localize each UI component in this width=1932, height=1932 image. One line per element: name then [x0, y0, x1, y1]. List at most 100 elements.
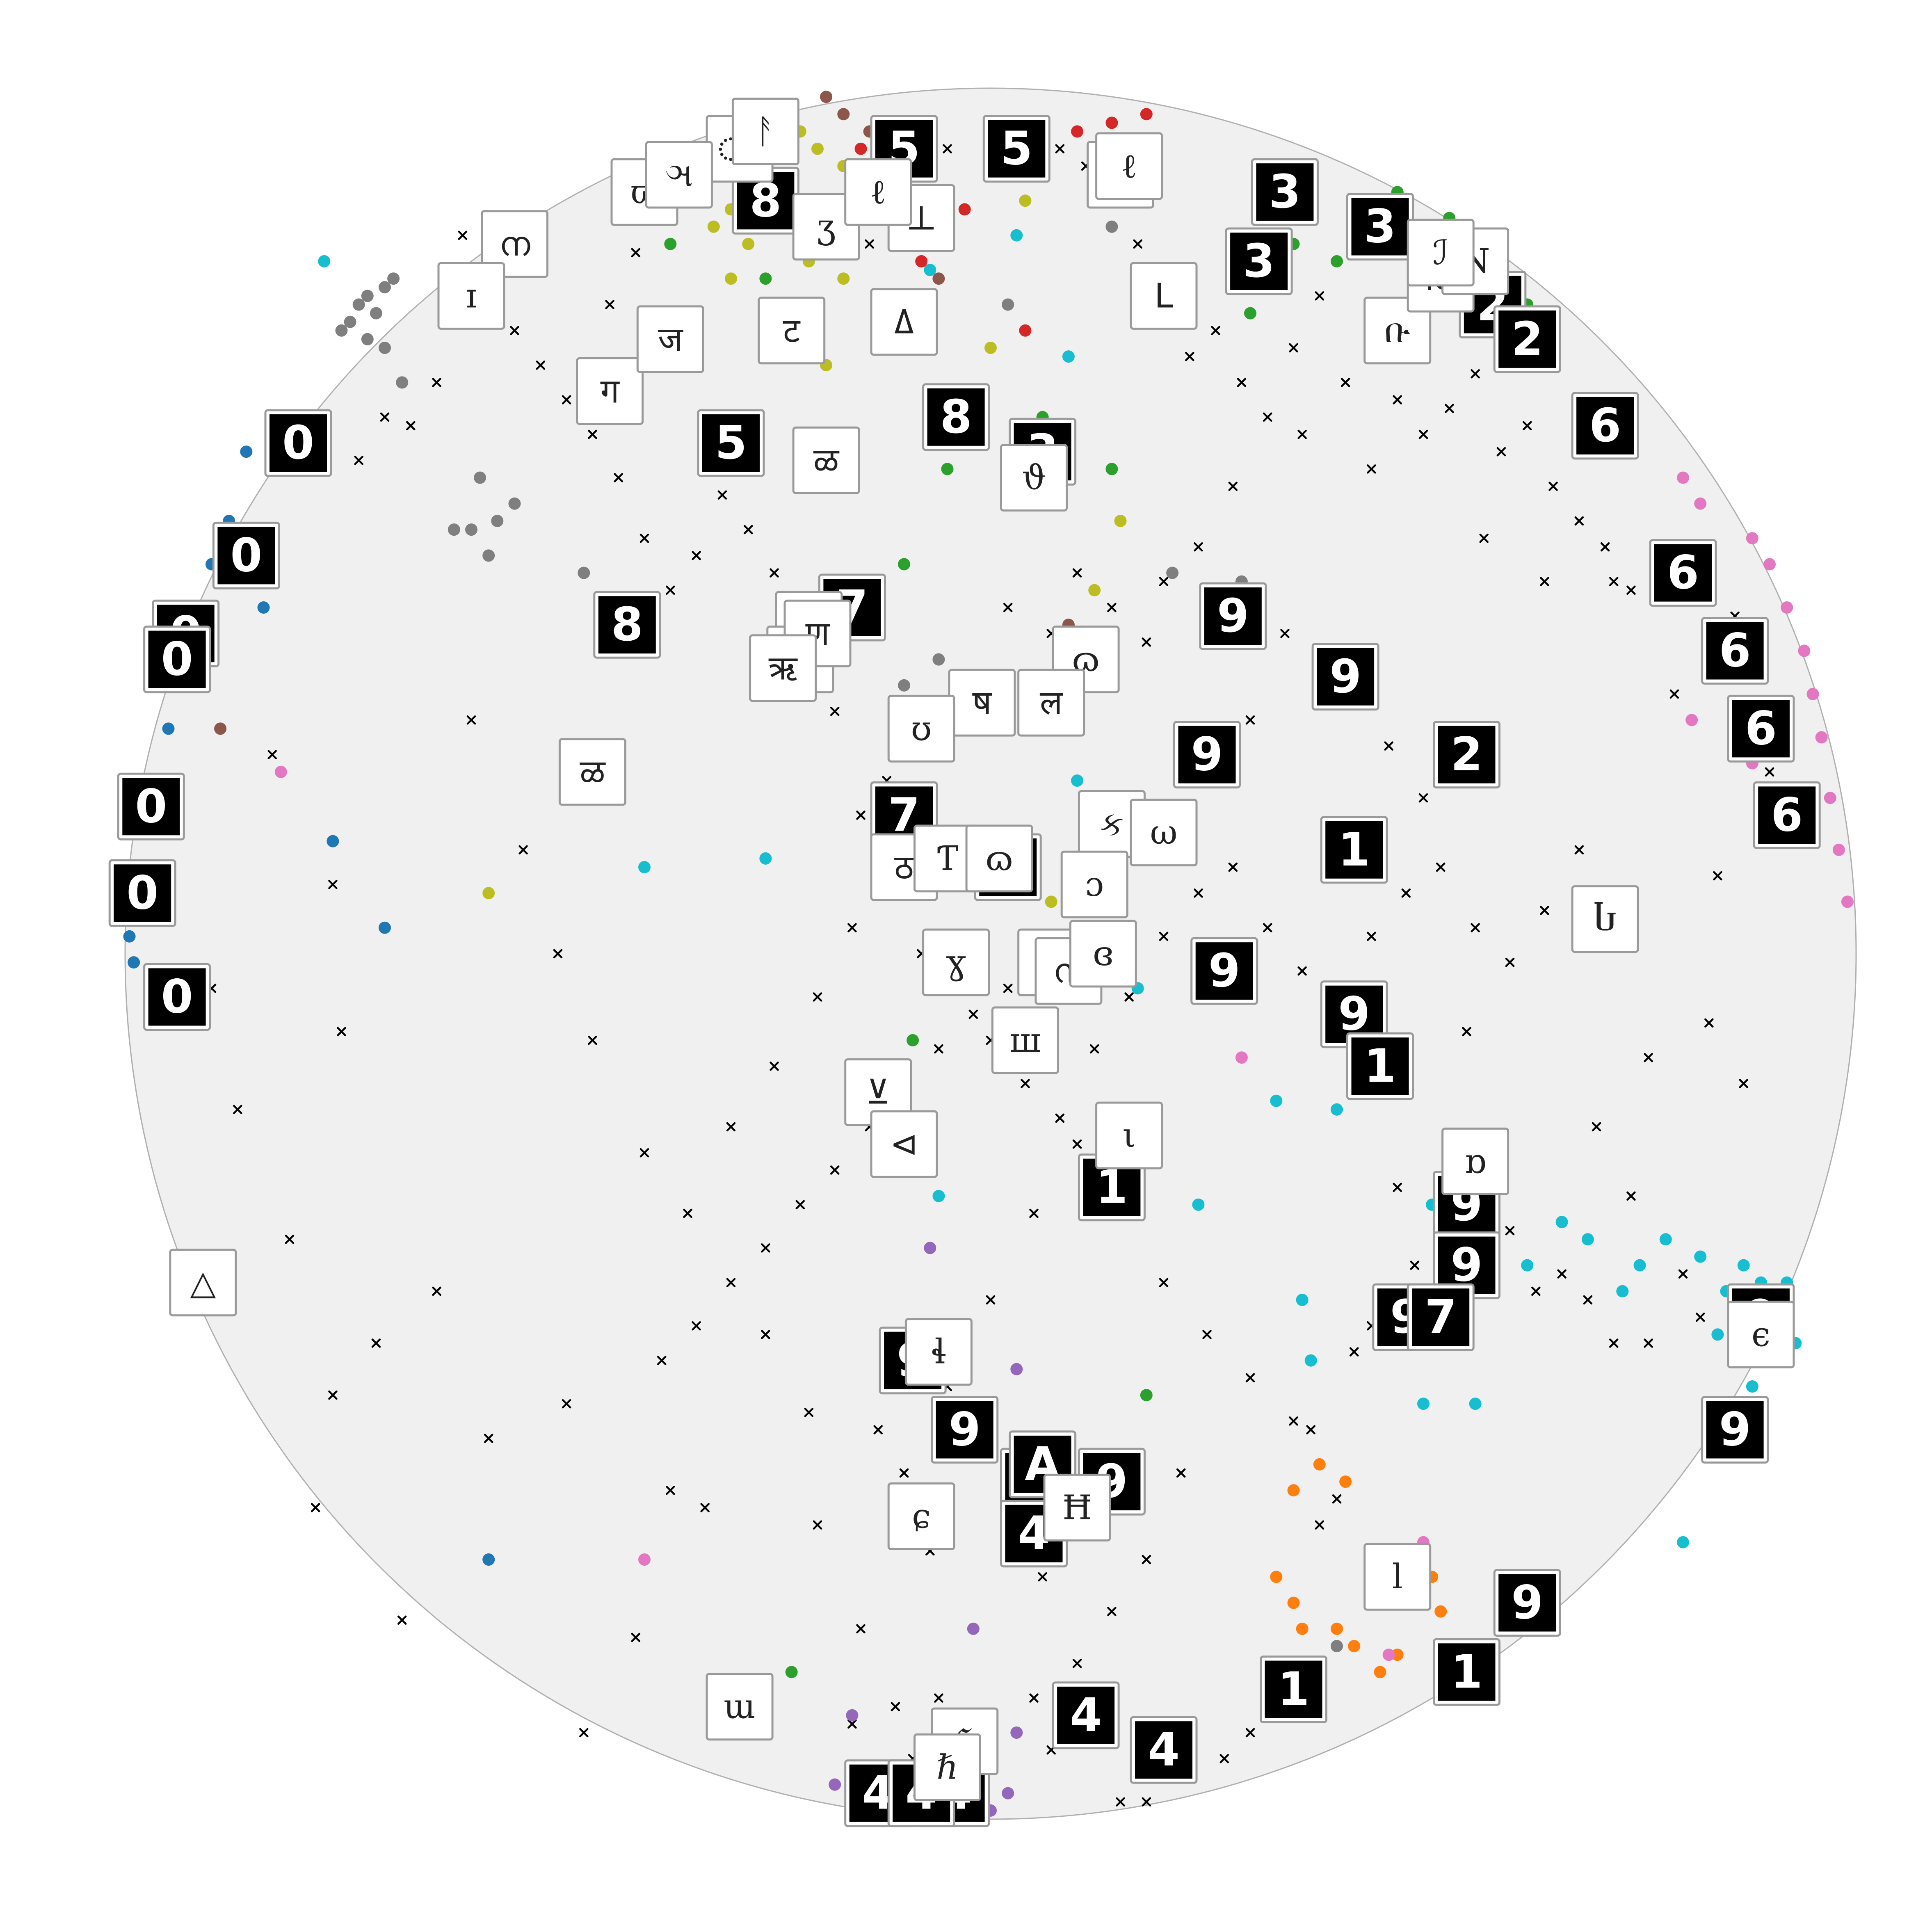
- digit-thumbnail-m3d: 3: [1225, 227, 1293, 295]
- digit-thumbnail-m0b: 0: [212, 521, 280, 589]
- class-9-point: [1711, 1328, 1724, 1341]
- unlabeled-x-marker: [1055, 144, 1065, 153]
- unlabeled-x-marker: [614, 473, 623, 482]
- unlabeled-x-marker: [1072, 568, 1082, 578]
- glyph-thumbnail-o20: ɷ: [1052, 626, 1120, 694]
- class-4-point: [1010, 1363, 1023, 1375]
- unlabeled-x-marker: [1228, 482, 1238, 491]
- class-6-point: [1746, 532, 1758, 545]
- digit-thumbnail-m1a: 1: [1320, 816, 1388, 884]
- glyph-thumbnail-o19: ϑ: [1000, 444, 1068, 512]
- unlabeled-x-marker: [717, 490, 727, 500]
- unlabeled-x-marker: [1600, 542, 1610, 552]
- class-1-point: [1331, 1622, 1343, 1635]
- unlabeled-x-marker: [1436, 862, 1446, 872]
- thumbnail-glyph: 1: [1278, 1663, 1310, 1716]
- unlabeled-x-marker: [1401, 888, 1411, 898]
- unlabeled-x-marker: [1038, 1572, 1047, 1582]
- class-3-point: [854, 142, 867, 155]
- class-1-point: [1296, 1622, 1309, 1635]
- unlabeled-x-marker: [770, 568, 779, 578]
- class-4-point: [1002, 1787, 1014, 1800]
- unlabeled-x-marker: [1315, 291, 1325, 301]
- class-5-point: [932, 272, 945, 285]
- unlabeled-x-marker: [1393, 395, 1402, 404]
- unlabeled-x-marker: [1159, 577, 1169, 586]
- class-7-point: [396, 376, 409, 389]
- thumbnail-glyph: 7: [1425, 1290, 1457, 1344]
- unlabeled-x-marker: [1349, 1347, 1359, 1357]
- unlabeled-x-marker: [1133, 239, 1142, 249]
- class-6-point: [1235, 1051, 1248, 1064]
- class-6-point: [1781, 601, 1793, 614]
- unlabeled-x-marker: [1583, 1295, 1593, 1305]
- glyph-thumbnail-o25: ɔ: [1060, 850, 1128, 918]
- thumbnail-glyph: △: [190, 1263, 216, 1302]
- digit-thumbnail-m1e: 1: [1078, 1153, 1146, 1222]
- class-2-point: [907, 1034, 919, 1046]
- digit-thumbnail-m5b: 5: [697, 409, 765, 477]
- class-3-point: [1140, 108, 1153, 121]
- class-1-point: [1313, 1458, 1326, 1471]
- unlabeled-x-marker: [700, 1503, 710, 1512]
- unlabeled-x-marker: [631, 248, 641, 258]
- class-7-point: [482, 549, 495, 562]
- unlabeled-x-marker: [406, 421, 416, 431]
- unlabeled-x-marker: [1202, 1330, 1212, 1339]
- class-7-point: [474, 471, 486, 484]
- class-0-point: [240, 445, 253, 458]
- thumbnail-glyph: 3: [1364, 200, 1396, 253]
- thumbnail-glyph: 9: [1338, 988, 1370, 1041]
- class-0-point: [257, 601, 270, 614]
- glyph-thumbnail-o49: ϵ: [1727, 1300, 1795, 1368]
- class-9-point: [1521, 1259, 1534, 1272]
- glyph-thumbnail-o06: ट: [758, 297, 826, 365]
- thumbnail-glyph: ⅼ: [1392, 1557, 1403, 1596]
- unlabeled-x-marker: [510, 326, 519, 336]
- digit-thumbnail-m7c: 7: [1407, 1283, 1475, 1351]
- glyph-thumbnail-o39: ɒ: [1441, 1127, 1510, 1195]
- digit-thumbnail-m9c: 9: [1311, 643, 1379, 711]
- glyph-thumbnail-o38: ι: [1095, 1101, 1163, 1169]
- class-0-point: [482, 1553, 495, 1566]
- unlabeled-x-marker: [1418, 429, 1428, 439]
- unlabeled-x-marker: [1072, 1139, 1082, 1149]
- unlabeled-x-marker: [1505, 957, 1515, 967]
- class-9-point: [1633, 1259, 1646, 1272]
- class-9-point: [924, 264, 936, 276]
- unlabeled-x-marker: [856, 1624, 866, 1634]
- unlabeled-x-marker: [813, 992, 822, 1002]
- class-8-point: [707, 220, 720, 233]
- class-1-point: [1287, 1484, 1300, 1497]
- class-6-point: [1763, 558, 1776, 571]
- class-6-point: [1841, 895, 1854, 908]
- unlabeled-x-marker: [943, 144, 952, 153]
- class-7-point: [578, 566, 590, 579]
- unlabeled-x-marker: [1003, 984, 1013, 993]
- glyph-thumbnail-o01: ग: [576, 357, 644, 425]
- thumbnail-glyph: 5: [715, 416, 747, 470]
- class-7-point: [379, 342, 391, 354]
- glyph-thumbnail-o21: ष: [948, 669, 1016, 737]
- thumbnail-glyph: ક: [1100, 805, 1124, 844]
- class-6-point: [638, 1553, 651, 1566]
- unlabeled-x-marker: [1159, 1278, 1169, 1288]
- class-2-point: [1244, 307, 1256, 320]
- unlabeled-x-marker: [1297, 429, 1307, 439]
- unlabeled-x-marker: [1678, 1269, 1688, 1279]
- unlabeled-x-marker: [639, 533, 649, 543]
- thumbnail-glyph: Ⴑ: [1593, 900, 1617, 939]
- thumbnail-glyph: 𑀏: [893, 303, 915, 342]
- unlabeled-x-marker: [536, 360, 546, 370]
- thumbnail-glyph: 6: [1667, 546, 1699, 600]
- unlabeled-x-marker: [1644, 1338, 1653, 1348]
- class-3-point: [1105, 116, 1118, 129]
- unlabeled-x-marker: [328, 879, 338, 889]
- glyph-thumbnail-o15: ɪ: [437, 262, 505, 330]
- unlabeled-x-marker: [1704, 1018, 1714, 1028]
- unlabeled-x-marker: [588, 1035, 597, 1045]
- unlabeled-x-marker: [1739, 1079, 1748, 1088]
- class-1-point: [1434, 1605, 1447, 1618]
- unlabeled-x-marker: [466, 715, 476, 725]
- glyph-thumbnail-o45: ɯ: [706, 1673, 774, 1741]
